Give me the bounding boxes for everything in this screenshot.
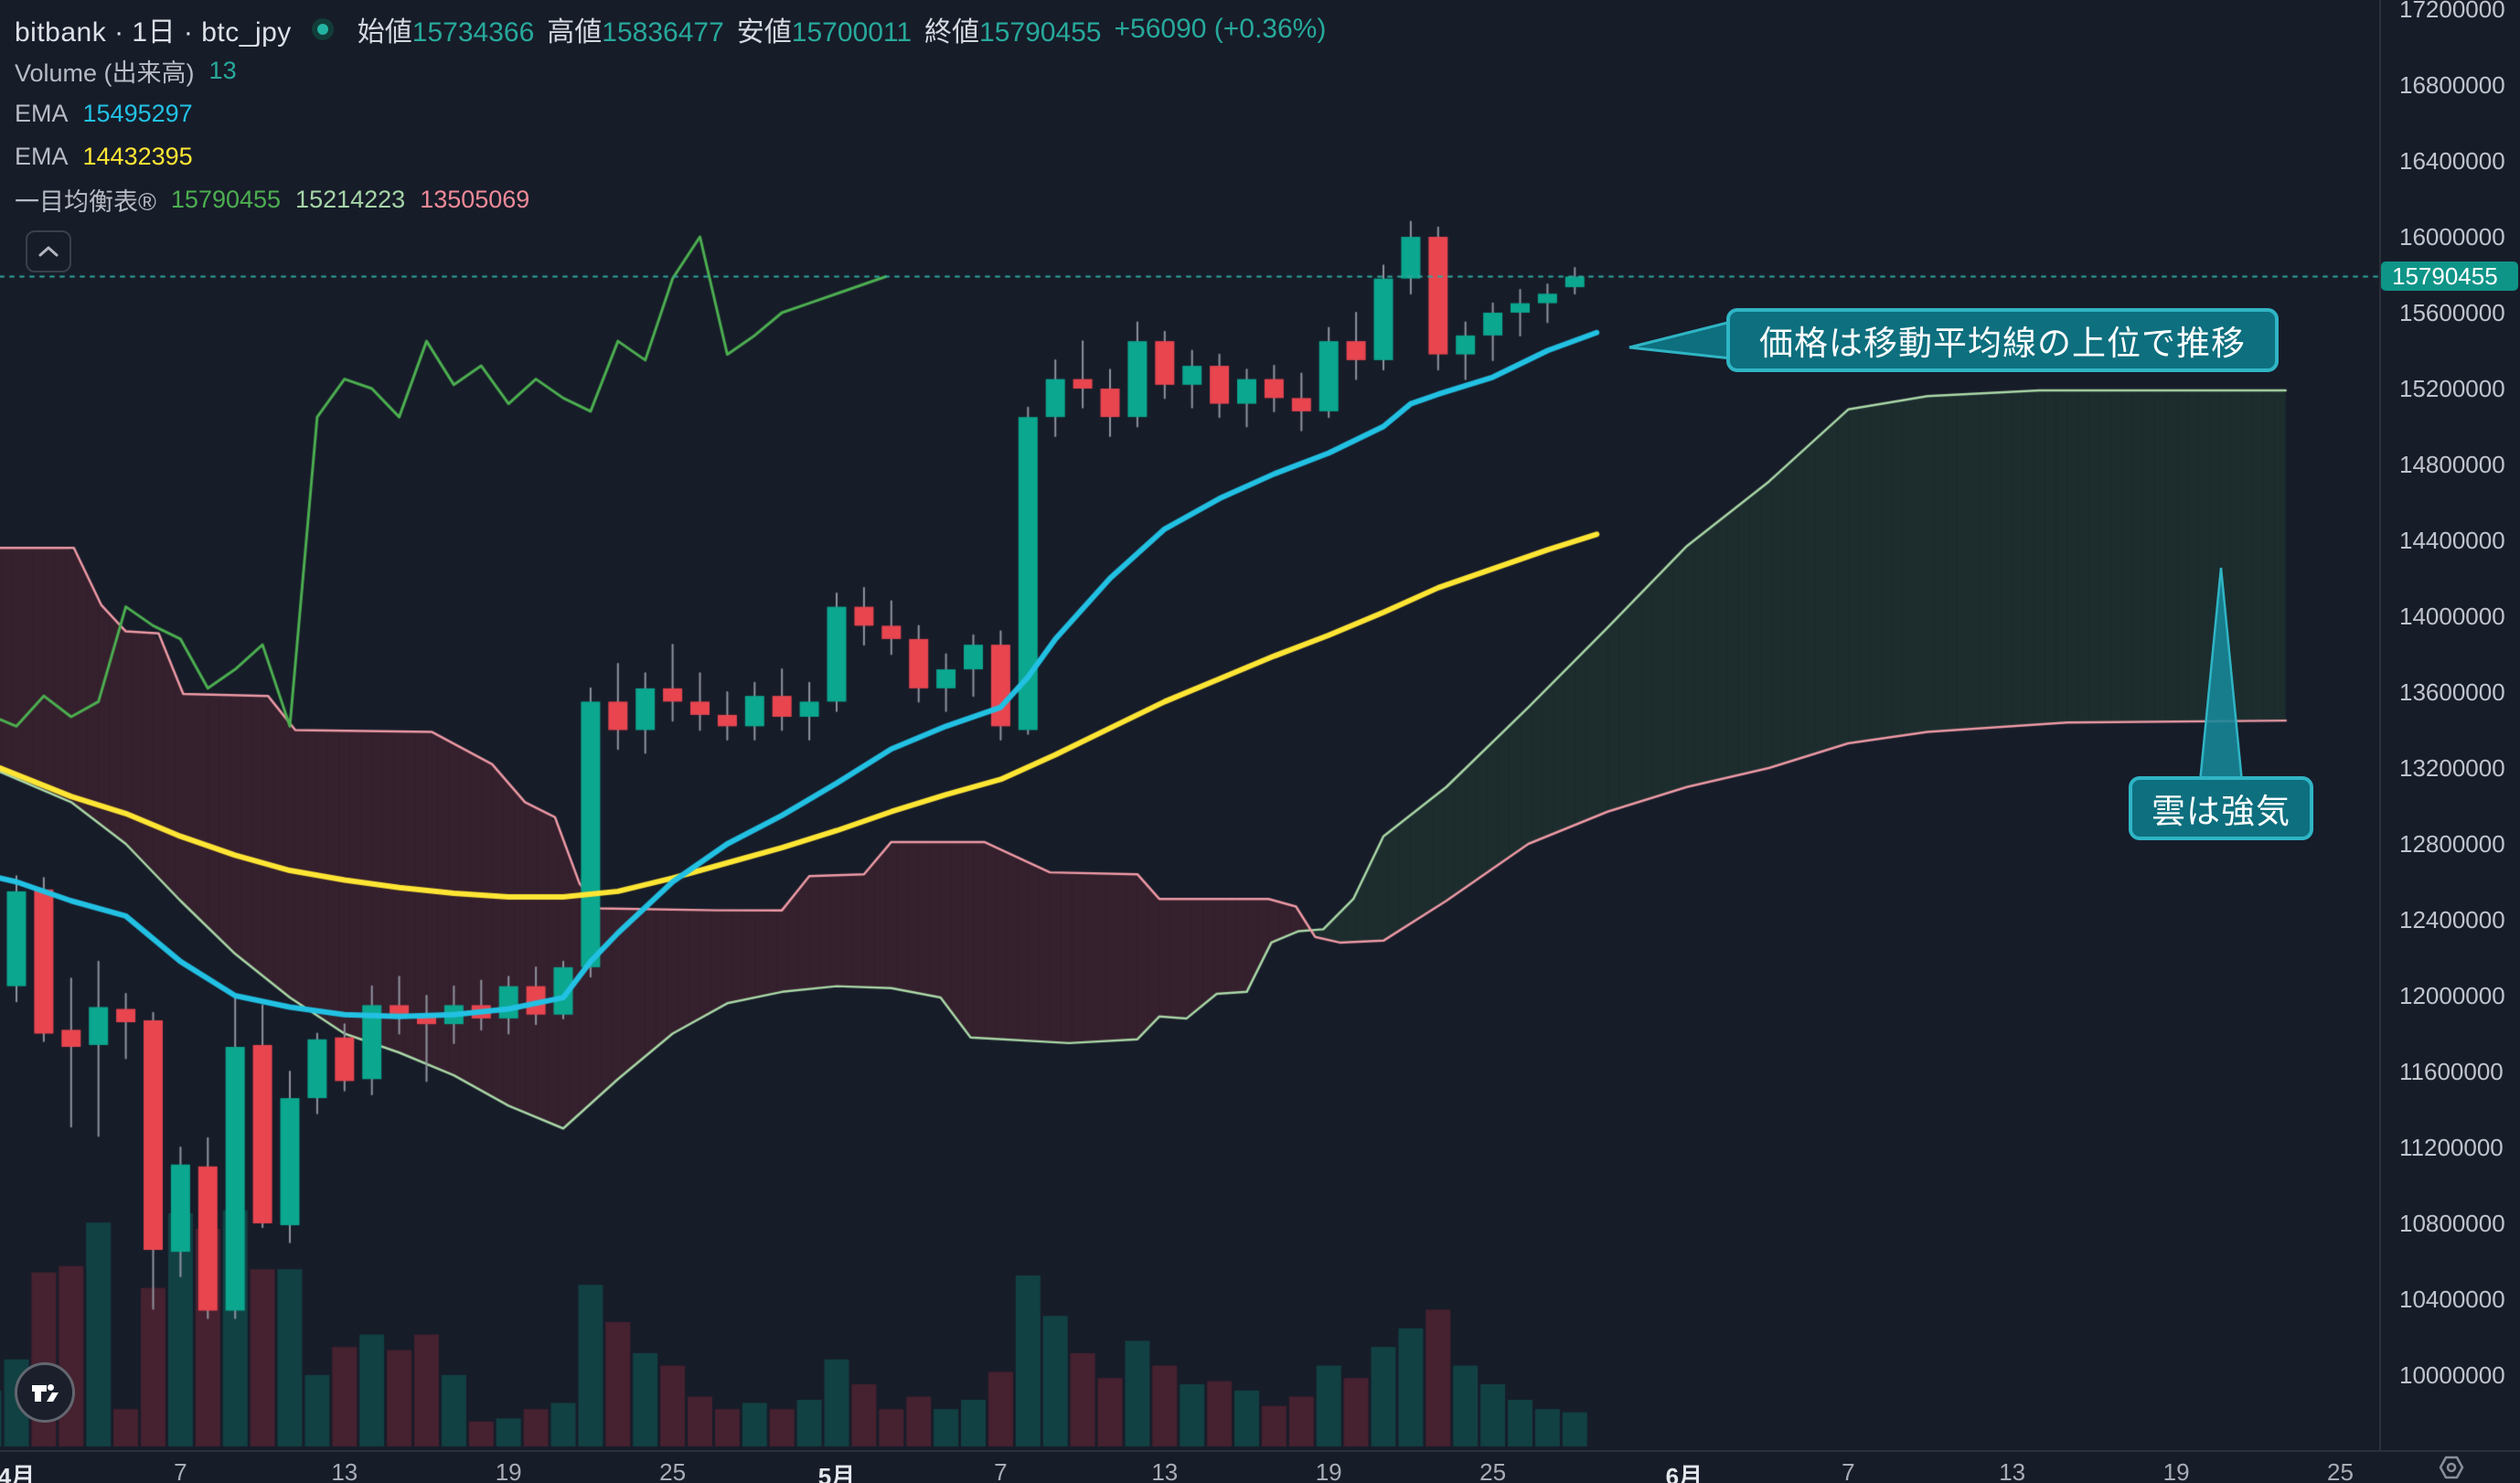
- volume-value: 13: [208, 57, 237, 84]
- price-tick-label: 15200000: [2399, 375, 2505, 402]
- time-tick-label: 25: [659, 1458, 687, 1483]
- legend-ichimoku-row[interactable]: 一目均衡表® 15790455 15214223 13505069: [15, 178, 1326, 221]
- price-tick-label: 11200000: [2399, 1134, 2504, 1161]
- legend-symbol-row: bitbank · 1日 · btc_jpy 始値15734366 高値1583…: [15, 9, 1326, 49]
- price-tick-label: 15600000: [2399, 299, 2505, 326]
- price-tick-label: 16000000: [2399, 223, 2505, 251]
- clock-icon: [2439, 1456, 2464, 1479]
- legend-ema-fast-row[interactable]: EMA 15495297: [15, 92, 1326, 135]
- price-tick-label: 10400000: [2399, 1286, 2505, 1313]
- price-axis[interactable]: 17200000 16800000 16400000 16000000 15600000…: [2379, 0, 2520, 1483]
- price-tick-label: 12400000: [2399, 906, 2505, 934]
- legend: bitbank · 1日 · btc_jpy 始値15734366 高値1583…: [15, 9, 1326, 221]
- time-tick-label: 5月: [817, 1463, 856, 1483]
- last-price-badge: 15790455: [2381, 261, 2518, 292]
- price-tick-label: 13600000: [2399, 678, 2505, 706]
- tradingview-logo[interactable]: [15, 1362, 75, 1423]
- time-tick-label: 7: [994, 1458, 1008, 1483]
- time-tick-label: 7: [1842, 1458, 1855, 1483]
- ichimoku-value-2: 15214223: [295, 186, 406, 213]
- time-tick-label: 25: [2327, 1458, 2354, 1483]
- time-tick-label: 13: [331, 1458, 358, 1483]
- legend-volume-row[interactable]: Volume (出来高) 13: [15, 49, 1326, 92]
- price-tick-label: 17200000: [2399, 0, 2505, 23]
- timezone-clock-button[interactable]: [2436, 1454, 2467, 1481]
- ichimoku-value-1: 15790455: [170, 186, 282, 213]
- ohlc-change: +56090 (+0.36%): [1114, 14, 1327, 44]
- time-tick-label: 13: [1999, 1458, 2026, 1483]
- price-tick-label: 16400000: [2399, 147, 2505, 175]
- legend-ema-slow-row[interactable]: EMA 14432395: [15, 135, 1326, 178]
- ichimoku-value-3: 13505069: [420, 186, 530, 213]
- time-tick-label: 6月: [1665, 1463, 1703, 1483]
- price-tick-label: 14400000: [2399, 527, 2505, 554]
- ema-fast-value: 15495297: [82, 100, 193, 127]
- price-tick-label: 13200000: [2399, 754, 2505, 782]
- annotation-cloud-callout[interactable]: 雲は強気: [2129, 776, 2313, 840]
- ichimoku-label: 一目均衡表®: [15, 188, 156, 216]
- time-tick-label: 25: [1479, 1458, 1507, 1483]
- ohlc-high: 高値15836477: [547, 17, 724, 48]
- time-tick-label: 19: [2162, 1458, 2190, 1483]
- ohlc-low: 安値15700011: [736, 17, 913, 48]
- price-tick-label: 12800000: [2399, 830, 2505, 858]
- price-tick-label: 10000000: [2399, 1361, 2505, 1389]
- last-price-value: 15790455: [2392, 261, 2498, 290]
- time-tick-label: 4月: [0, 1463, 36, 1483]
- price-tick-label: 14000000: [2399, 603, 2505, 630]
- market-status-icon[interactable]: [311, 18, 334, 40]
- annotation-ma-callout[interactable]: 価格は移動平均線の上位で推移: [1726, 308, 2279, 372]
- price-tick-label: 11600000: [2399, 1058, 2504, 1085]
- price-tick-label: 10800000: [2399, 1210, 2505, 1237]
- legend-collapse-button[interactable]: [26, 230, 71, 272]
- ema-slow-label: EMA: [15, 143, 69, 170]
- time-tick-label: 13: [1151, 1458, 1179, 1483]
- volume-label: Volume (出来高): [15, 59, 195, 87]
- price-tick-label: 16800000: [2399, 71, 2505, 99]
- price-tick-label: 12000000: [2399, 982, 2505, 1009]
- time-tick-label: 19: [495, 1458, 522, 1483]
- price-tick-label: 14800000: [2399, 451, 2505, 478]
- time-tick-label: 19: [1315, 1458, 1342, 1483]
- ema-fast-label: EMA: [15, 100, 69, 127]
- time-axis[interactable]: 4月 7 13 19 25 5月 7 13 19 25 6月 7 13 19 25: [0, 1450, 2520, 1483]
- tradingview-mark-icon: [32, 1384, 59, 1402]
- chevron-up-icon: [38, 246, 59, 257]
- ema-slow-value: 14432395: [82, 143, 193, 170]
- ohlc-open: 始値15734366: [357, 17, 535, 48]
- time-tick-label: 7: [174, 1458, 187, 1483]
- ohlc-close: 終値15790455: [924, 17, 1102, 48]
- symbol-title[interactable]: bitbank · 1日 · btc_jpy: [15, 17, 292, 48]
